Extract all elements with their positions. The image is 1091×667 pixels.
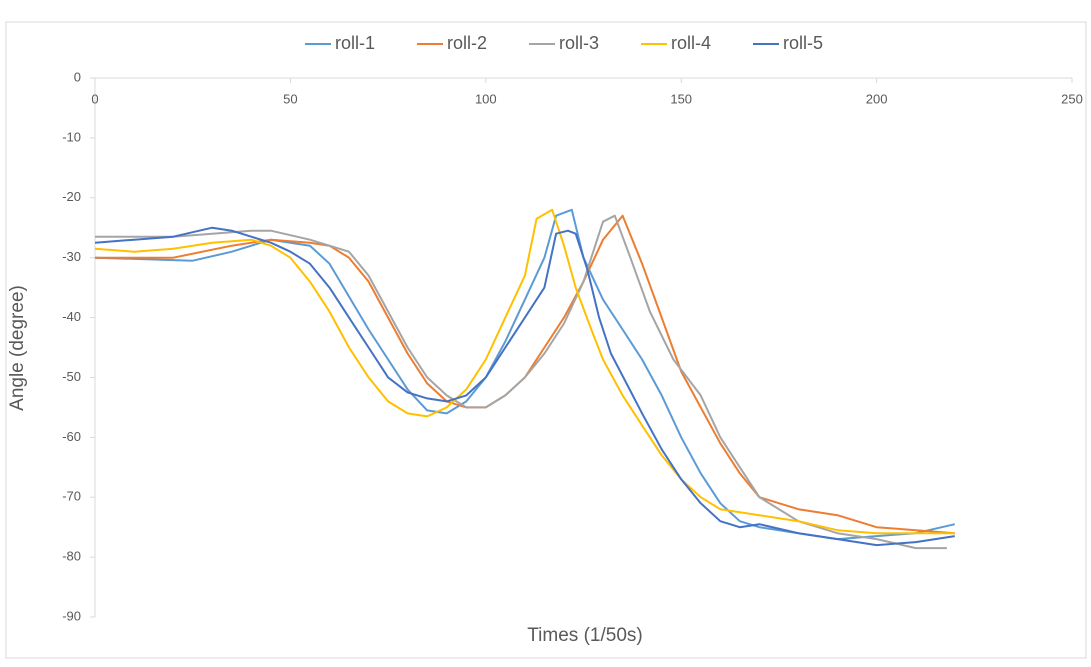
line-series — [94, 226, 955, 547]
y-tick-label: -70 — [62, 489, 81, 504]
legend-label: roll-2 — [447, 33, 487, 53]
x-tick-label: 150 — [670, 91, 692, 106]
x-axis-title: Times (1/50s) — [527, 625, 642, 646]
x-tick-label: 0 — [91, 91, 98, 106]
legend-label: roll-1 — [335, 33, 375, 53]
legend-label: roll-4 — [671, 33, 711, 53]
x-tick-label: 50 — [283, 91, 297, 106]
y-tick-label: -90 — [62, 608, 81, 623]
line-series — [94, 208, 956, 541]
y-tick-label: -40 — [62, 309, 81, 324]
line-series — [95, 214, 947, 550]
legend-label: roll-5 — [783, 33, 823, 53]
line-series — [95, 214, 955, 535]
y-tick-label: -50 — [62, 369, 81, 384]
legend-label: roll-3 — [559, 33, 599, 53]
y-tick-label: -20 — [62, 189, 81, 204]
y-tick-label: -10 — [62, 129, 81, 144]
x-tick-label: 250 — [1061, 91, 1083, 106]
y-tick-label: -80 — [62, 549, 81, 564]
y-axis-title: Angle (degree) — [7, 285, 28, 411]
x-tick-label: 100 — [475, 91, 497, 106]
chart-border — [5, 21, 1087, 659]
y-tick-label: -60 — [62, 429, 81, 444]
y-tick-label: -30 — [62, 249, 81, 264]
y-tick-label: 0 — [74, 69, 81, 84]
line-series — [94, 208, 955, 535]
x-tick-label: 200 — [866, 91, 888, 106]
